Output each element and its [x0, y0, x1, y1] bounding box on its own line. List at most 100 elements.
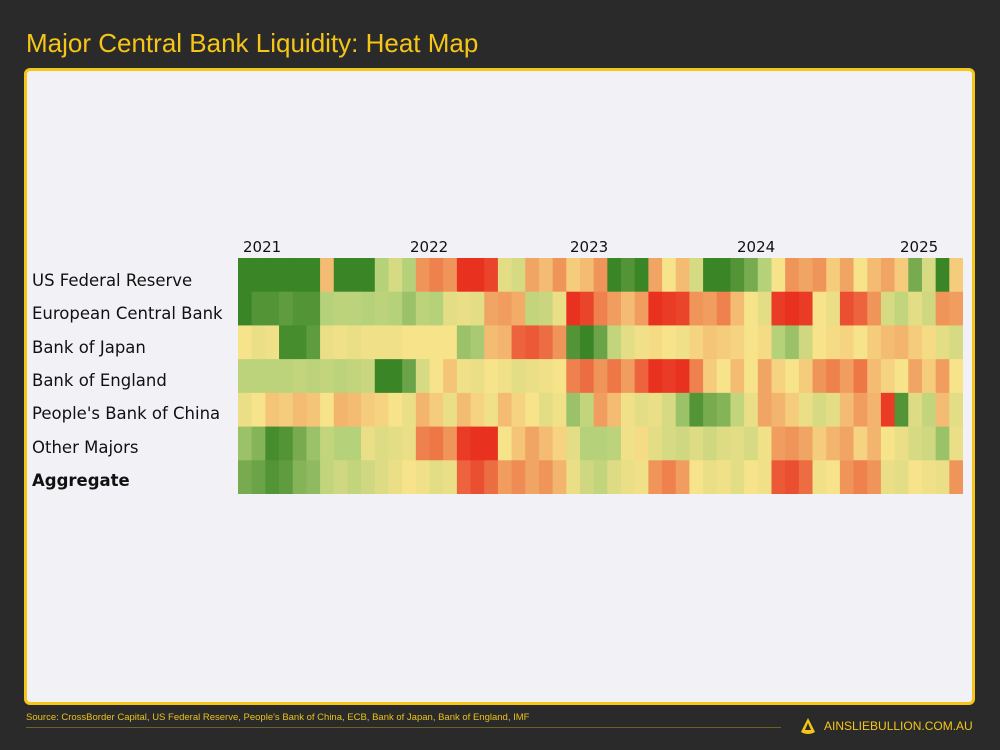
heatmap-cell: [374, 325, 390, 360]
heatmap-cell: [511, 291, 526, 326]
heatmap-cell: [470, 359, 485, 394]
heatmap-cell: [935, 359, 950, 394]
heatmap-cell: [292, 291, 307, 326]
heatmap-cell: [593, 258, 608, 293]
heatmap: [238, 258, 963, 494]
heatmap-cell: [497, 460, 513, 494]
heatmap-cell: [826, 426, 841, 461]
heatmap-cell: [703, 392, 718, 427]
heatmap-cell: [894, 258, 909, 293]
heatmap-cell: [785, 325, 800, 360]
heatmap-cell: [826, 460, 841, 494]
heatmap-cell: [607, 325, 622, 360]
heatmap-cell: [648, 325, 663, 360]
heatmap-cell: [497, 359, 513, 394]
heatmap-cell: [579, 426, 595, 461]
heatmap-cell: [333, 392, 349, 427]
heatmap-cell: [306, 392, 321, 427]
heatmap-cell: [470, 258, 485, 293]
heatmap-cell: [703, 325, 718, 360]
heatmap-cell: [826, 258, 841, 293]
heatmap-cell: [880, 325, 896, 360]
heatmap-cell: [621, 291, 636, 326]
heatmap-cell: [716, 291, 732, 326]
heatmap-cell: [921, 460, 937, 494]
heatmap-cell: [744, 325, 759, 360]
heatmap-cell: [935, 258, 950, 293]
heatmap-cell: [662, 392, 677, 427]
heatmap-cell: [812, 460, 827, 494]
heatmap-cell: [839, 359, 855, 394]
heatmap-cell: [484, 325, 499, 360]
heatmap-cell: [935, 291, 950, 326]
heatmap-cell: [238, 258, 253, 293]
heatmap-cell: [538, 325, 554, 360]
heatmap-cell: [361, 426, 376, 461]
heatmap-cell: [238, 291, 253, 326]
heatmap-cell: [484, 426, 499, 461]
heatmap-cell: [675, 426, 691, 461]
heatmap-cell: [415, 426, 431, 461]
heatmap-cell: [456, 258, 472, 293]
heatmap-cell: [429, 291, 444, 326]
heatmap-cell: [757, 258, 773, 293]
heatmap-cell: [798, 359, 814, 394]
heatmap-cell: [798, 426, 814, 461]
heatmap-cell: [634, 291, 649, 326]
heatmap-cell: [662, 325, 677, 360]
heatmap-cell: [662, 460, 677, 494]
heatmap-cell: [374, 426, 390, 461]
heatmap-cell: [908, 460, 923, 494]
heatmap-cell: [320, 325, 335, 360]
heatmap-cell: [812, 291, 827, 326]
heatmap-cell: [415, 258, 431, 293]
heatmap-cell: [853, 460, 868, 494]
heatmap-cell: [757, 325, 773, 360]
heatmap-cell: [279, 392, 294, 427]
heatmap-cell: [648, 359, 663, 394]
heatmap-cell: [894, 460, 909, 494]
page-title: Major Central Bank Liquidity: Heat Map: [26, 28, 479, 58]
heatmap-cell: [798, 325, 814, 360]
heatmap-cell: [771, 258, 786, 293]
heatmap-cell: [525, 392, 540, 427]
heatmap-cell: [333, 291, 349, 326]
heatmap-cell: [757, 359, 773, 394]
heatmap-cell: [880, 258, 896, 293]
heatmap-cell: [333, 460, 349, 494]
heatmap-cell: [443, 258, 458, 293]
heatmap-cell: [566, 392, 581, 427]
heatmap-cell: [662, 426, 677, 461]
heatmap-cell: [908, 291, 923, 326]
heatmap-cell: [935, 392, 950, 427]
heatmap-cell: [388, 460, 403, 494]
heatmap-cell: [648, 426, 663, 461]
heatmap-cell: [347, 359, 362, 394]
heatmap-cell: [552, 460, 567, 494]
heatmap-cell: [662, 291, 677, 326]
heatmap-cell: [306, 426, 321, 461]
heatmap-cell: [333, 359, 349, 394]
heatmap-cell: [730, 291, 745, 326]
heatmap-cell: [402, 392, 417, 427]
heatmap-cell: [511, 258, 526, 293]
heatmap-cell: [429, 392, 444, 427]
heatmap-cell: [935, 426, 950, 461]
heatmap-cell: [361, 258, 376, 293]
heatmap-cell: [525, 460, 540, 494]
heatmap-cell: [621, 392, 636, 427]
heatmap-cell: [306, 291, 321, 326]
heatmap-cell: [579, 392, 595, 427]
heatmap-cell: [730, 325, 745, 360]
heatmap-cell: [265, 392, 280, 427]
heatmap-cell: [867, 359, 882, 394]
brand[interactable]: AINSLIEBULLION.COM.AU: [800, 717, 973, 735]
heatmap-cell: [484, 359, 499, 394]
heatmap-cell: [292, 325, 307, 360]
heatmap-cell: [347, 392, 362, 427]
brand-url[interactable]: AINSLIEBULLION.COM.AU: [824, 719, 973, 733]
heatmap-cell: [703, 460, 718, 494]
x-tick-label: 2024: [737, 238, 776, 256]
heatmap-cell: [634, 426, 649, 461]
heatmap-cell: [949, 325, 963, 360]
